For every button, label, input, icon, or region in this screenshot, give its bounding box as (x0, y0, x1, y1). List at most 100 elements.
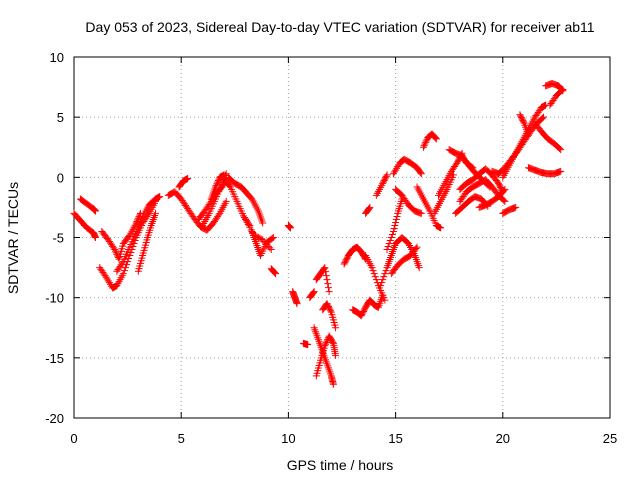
data-point (332, 351, 340, 359)
data-point (254, 234, 262, 241)
data-point (369, 267, 377, 275)
plot-frame (73, 56, 611, 419)
data-point (558, 86, 566, 94)
data-point (225, 182, 233, 190)
x-tick-label: 5 (178, 431, 185, 446)
data-point (392, 166, 400, 174)
data-point (322, 340, 330, 348)
data-point (381, 296, 389, 304)
data-point (380, 273, 388, 281)
data-point (419, 143, 427, 151)
data-point (520, 118, 528, 126)
data-point (421, 140, 429, 148)
data-point (213, 180, 221, 188)
data-point (132, 219, 140, 227)
data-point (111, 246, 119, 254)
data-points (70, 79, 567, 388)
data-point (304, 341, 312, 349)
data-point (212, 183, 220, 191)
data-point (134, 214, 142, 222)
data-point (222, 197, 230, 205)
data-point (322, 272, 330, 280)
x-tick-label: 20 (496, 431, 510, 446)
data-point (377, 282, 385, 290)
data-point (103, 275, 111, 283)
data-point (327, 307, 335, 315)
data-point (417, 169, 425, 177)
data-point (263, 241, 271, 249)
data-point (389, 170, 397, 178)
data-point (212, 181, 220, 189)
data-point (387, 234, 395, 241)
data-point (121, 264, 129, 272)
data-point (267, 246, 275, 254)
data-point (119, 270, 127, 278)
data-point (422, 137, 430, 145)
data-point (184, 175, 192, 183)
data-point (501, 185, 509, 193)
data-point (260, 238, 268, 246)
data-point (218, 181, 226, 189)
data-point (383, 246, 391, 254)
y-tick-label: -15 (45, 351, 64, 366)
data-point (259, 219, 267, 227)
data-point (431, 133, 439, 141)
data-point (512, 203, 520, 211)
data-point (485, 182, 493, 190)
data-point (559, 87, 567, 95)
data-point (323, 276, 331, 284)
data-point (525, 131, 533, 139)
data-point (500, 187, 508, 195)
data-point (332, 324, 340, 332)
data-point (324, 284, 332, 292)
y-tick-label: 5 (57, 110, 64, 125)
data-point (432, 134, 440, 142)
y-axis-label: SDTVAR / TECUs (5, 182, 21, 294)
data-point (391, 168, 399, 176)
data-point (321, 264, 329, 272)
data-point (322, 268, 330, 276)
data-point (382, 172, 390, 180)
data-point (250, 231, 258, 239)
data-point (417, 209, 425, 217)
data-point (389, 227, 397, 235)
data-point (413, 243, 421, 251)
data-point (370, 270, 378, 278)
data-point (391, 221, 399, 229)
data-point (388, 230, 396, 238)
data-point (417, 170, 425, 178)
data-point (324, 280, 332, 288)
data-point (112, 249, 120, 257)
x-axis-label: GPS time / hours (287, 457, 394, 473)
data-point (386, 237, 394, 245)
data-point (120, 267, 128, 275)
data-point (382, 267, 390, 275)
data-point (412, 245, 420, 253)
data-point (383, 171, 391, 179)
data-point (437, 224, 445, 232)
data-point (252, 232, 260, 240)
data-point (453, 159, 461, 167)
x-tick-label: 25 (603, 431, 617, 446)
data-point (118, 259, 126, 267)
data-point (393, 164, 401, 172)
data-point (325, 288, 333, 296)
data-point (422, 138, 430, 146)
chart-title: Day 053 of 2023, Sidereal Day-to-day VTE… (85, 19, 594, 35)
data-point (556, 145, 564, 153)
data-point (272, 270, 280, 278)
data-point (322, 339, 330, 347)
data-point (264, 242, 272, 250)
y-tick-label: -10 (45, 291, 64, 306)
data-point (287, 224, 295, 232)
data-point (104, 277, 112, 285)
data-point (266, 244, 274, 252)
data-point (253, 233, 261, 241)
data-point (394, 163, 402, 171)
data-point (110, 244, 118, 252)
data-point (268, 234, 276, 242)
data-point (329, 380, 337, 388)
data-point (378, 279, 386, 287)
data-point (106, 280, 114, 288)
data-point (105, 279, 113, 287)
